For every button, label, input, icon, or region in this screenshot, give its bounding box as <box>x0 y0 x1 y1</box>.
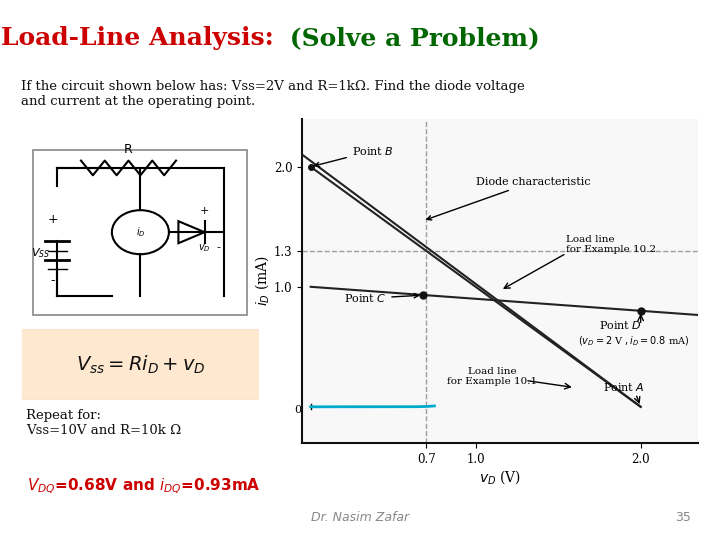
FancyBboxPatch shape <box>17 328 264 401</box>
Text: 35: 35 <box>675 511 691 524</box>
Text: Load line
for Example 10.1: Load line for Example 10.1 <box>447 367 537 387</box>
Text: $v_D$: $v_D$ <box>198 242 211 254</box>
Text: Point $C$: Point $C$ <box>343 292 418 305</box>
Text: -: - <box>217 242 221 253</box>
Text: $V_{DQ}$=0.68V and $i_{DQ}$=0.93mA: $V_{DQ}$=0.68V and $i_{DQ}$=0.93mA <box>27 476 261 496</box>
Text: (Solve a Problem): (Solve a Problem) <box>281 26 539 50</box>
X-axis label: $v_D$ (V): $v_D$ (V) <box>480 468 521 486</box>
Text: Diode characteristic: Diode characteristic <box>427 177 590 220</box>
Text: Point $B$: Point $B$ <box>315 145 394 167</box>
Text: $V_{ss} = Ri_D + v_D$: $V_{ss} = Ri_D + v_D$ <box>76 353 205 376</box>
Text: Point $D$: Point $D$ <box>599 319 642 331</box>
Text: $V_{SS}$: $V_{SS}$ <box>31 246 50 260</box>
Text: Repeat for:
Vss=10V and R=10k Ω: Repeat for: Vss=10V and R=10k Ω <box>27 409 181 437</box>
Text: Dr. Nasim Zafar: Dr. Nasim Zafar <box>311 511 409 524</box>
Text: R: R <box>124 143 133 156</box>
Text: Point $A$: Point $A$ <box>603 381 645 393</box>
Text: -: - <box>50 274 55 287</box>
Text: 0: 0 <box>294 405 301 415</box>
Text: +: + <box>48 213 58 226</box>
Text: Load-Line Analysis:: Load-Line Analysis: <box>1 26 274 50</box>
Y-axis label: $i_D$ (mA): $i_D$ (mA) <box>253 255 271 306</box>
Text: $i_D$: $i_D$ <box>135 225 145 239</box>
Text: If the circuit shown below has: Vss=2V and R=1kΩ. Find the diode voltage
and cur: If the circuit shown below has: Vss=2V a… <box>22 80 525 108</box>
Text: $(v_D = 2$ V $, i_D = 0.8$ mA$)$: $(v_D = 2$ V $, i_D = 0.8$ mA$)$ <box>578 335 689 348</box>
Text: Load line
for Example 10.2: Load line for Example 10.2 <box>567 235 657 254</box>
Text: +: + <box>200 206 210 216</box>
